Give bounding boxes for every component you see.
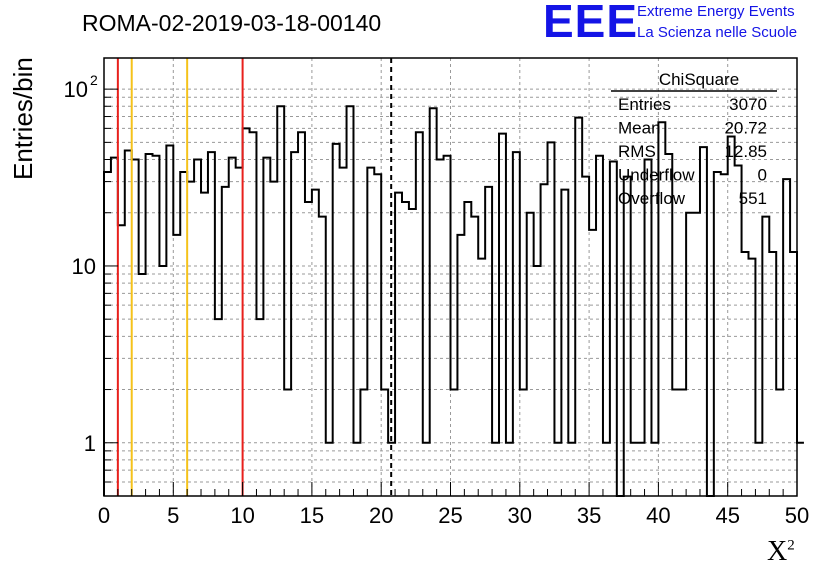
x-tick-label: 45 (715, 503, 739, 528)
stats-row-label: Underflow (618, 166, 695, 185)
x-tick-label: 20 (369, 503, 393, 528)
x-tick-label: 30 (508, 503, 532, 528)
x-axis-label: X2 (767, 536, 795, 568)
y-axis-label: Entries/bin (8, 57, 38, 180)
x-tick-label: 25 (438, 503, 462, 528)
stats-title: ChiSquare (659, 70, 739, 89)
stats-row-value: 3070 (729, 95, 767, 114)
x-tick-label: 40 (646, 503, 670, 528)
logo-line-1: Extreme Energy Events (637, 3, 795, 20)
plot-title: ROMA-02-2019-03-18-00140 (82, 10, 382, 36)
stats-row-label: Mean (618, 119, 661, 138)
stats-row-label: Entries (618, 95, 671, 114)
y-tick-label: 10 (64, 77, 88, 102)
stats-row-value: 20.72 (724, 119, 767, 138)
x-axis-label-sup: 2 (787, 537, 795, 554)
x-tick-label: 5 (167, 503, 179, 528)
histogram-line (103, 105, 804, 497)
x-axis-label-text: X (767, 536, 788, 567)
stats-row-label: RMS (618, 142, 656, 161)
stats-row-value: 12.85 (724, 142, 767, 161)
x-tick-label: 0 (98, 503, 110, 528)
x-tick-label: 35 (577, 503, 601, 528)
y-tick-label: 1 (84, 431, 96, 456)
eee-logo: EEE (543, 0, 639, 47)
stats-row-label: Overflow (618, 189, 686, 208)
y-tick-label-sup: 2 (90, 72, 98, 88)
x-tick-label: 50 (785, 503, 809, 528)
stats-row-value: 551 (739, 189, 767, 208)
x-tick-label: 15 (300, 503, 324, 528)
stats-row-value: 0 (758, 166, 767, 185)
y-tick-label: 10 (72, 254, 96, 279)
x-tick-label: 10 (230, 503, 254, 528)
logo-line-2: La Scienza nelle Scuole (637, 24, 798, 41)
